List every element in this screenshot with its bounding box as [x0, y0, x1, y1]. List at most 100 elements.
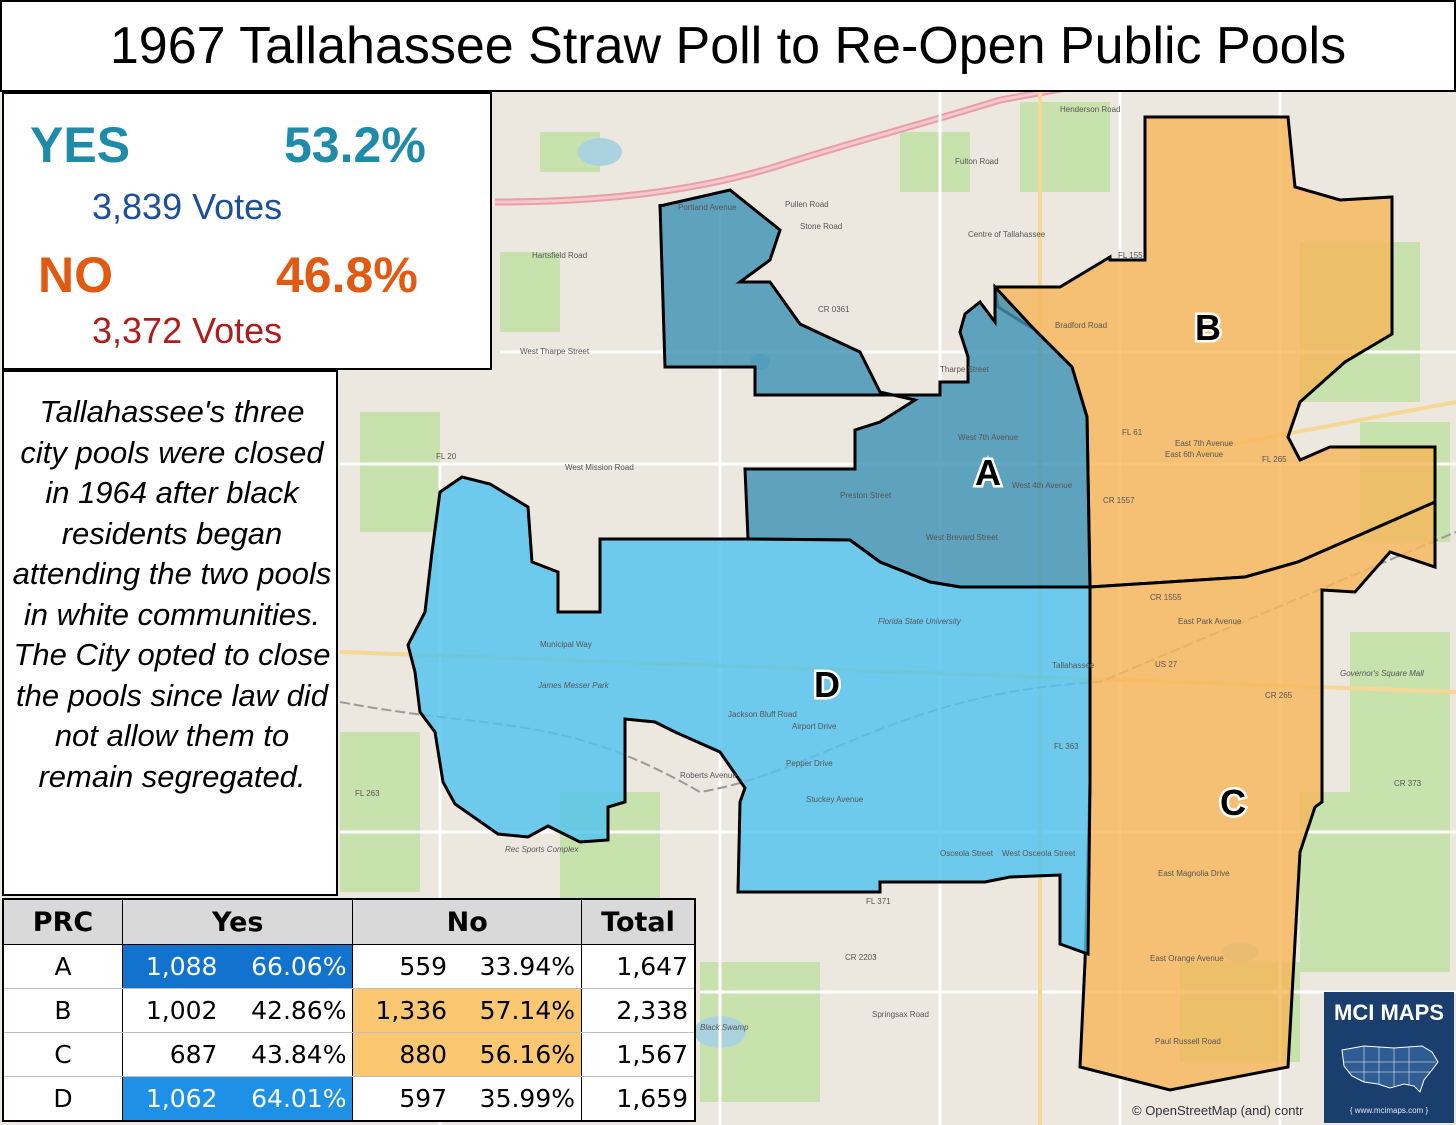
yes-votes-cell: 1,062	[122, 1076, 224, 1122]
title-bar: 1967 Tallahassee Straw Poll to Re-Open P…	[0, 0, 1456, 92]
label-us-27: US 27	[1155, 660, 1178, 669]
label-stone-road: Stone Road	[800, 222, 842, 231]
label-portland-avenue: Portland Avenue	[678, 203, 737, 212]
label-east-park-avenue: East Park Avenue	[1178, 617, 1242, 626]
label-west-osceola-street: West Osceola Street	[1002, 849, 1076, 858]
precinct-d[interactable]	[406, 475, 1092, 957]
label-bradford-road: Bradford Road	[1055, 321, 1107, 330]
label-east-magnolia-drive: East Magnolia Drive	[1158, 869, 1230, 878]
label-fl-20: FL 20	[436, 452, 457, 461]
precinct-a-label: A	[975, 452, 1001, 493]
label-tharpe-street: Tharpe Street	[940, 365, 990, 374]
no-pct-cell: 33.94%	[453, 944, 582, 989]
vote-results-box: YES 53.2% 3,839 Votes NO 46.8% 3,372 Vot…	[2, 92, 492, 370]
label-roberts-avenue: Roberts Avenue	[680, 771, 737, 780]
label-rec-sports-complex: Rec Sports Complex	[505, 845, 579, 854]
table-row: B 1,002 42.86% 1,336 57.14% 2,338	[3, 988, 695, 1033]
header-no: No	[352, 898, 582, 945]
header-prc: PRC	[2, 898, 123, 945]
mci-maps-logo: MCI MAPS { www.mcimaps.com }	[1324, 992, 1454, 1123]
label-municipal-way: Municipal Way	[540, 640, 592, 649]
label-paul-russell-road: Paul Russell Road	[1155, 1037, 1221, 1046]
yes-votes: 3,839 Votes	[92, 186, 283, 227]
label-preston-street: Preston Street	[840, 491, 892, 500]
total-cell: 2,338	[581, 988, 695, 1033]
label-cr-373: CR 373	[1394, 779, 1422, 788]
label-pullen-road: Pullen Road	[785, 200, 829, 209]
label-east-6th-avenue: East 6th Avenue	[1165, 450, 1224, 459]
yes-label: YES	[30, 117, 131, 173]
label-fl-371: FL 371	[866, 897, 891, 906]
yes-votes-cell: 1,088	[122, 944, 224, 989]
no-label: NO	[38, 247, 113, 303]
prc-cell: D	[3, 1076, 123, 1122]
no-pct-cell: 57.14%	[453, 988, 582, 1033]
precinct-b-label: B	[1195, 307, 1221, 348]
label-florida-state-university: Florida State University	[878, 617, 962, 626]
label-west-4th-avenue: West 4th Avenue	[1012, 481, 1073, 490]
yes-pct-cell: 42.86%	[223, 988, 354, 1033]
label-cr-1555: CR 1555	[1150, 593, 1182, 602]
label-cr-0361: CR 0361	[818, 305, 850, 314]
no-pct-cell: 56.16%	[453, 1032, 582, 1077]
label-centre-of-tallahassee: Centre of Tallahassee	[968, 230, 1046, 239]
no-pct-cell: 35.99%	[453, 1076, 582, 1122]
label-cr-2203: CR 2203	[845, 953, 877, 962]
label-black-swamp: Black Swamp	[700, 1023, 749, 1032]
prc-cell: C	[3, 1032, 123, 1077]
label-hartsfield-road: Hartsfield Road	[532, 251, 587, 260]
label-fl-263: FL 263	[355, 789, 380, 798]
label-jackson-bluff-road: Jackson Bluff Road	[728, 710, 797, 719]
label-fl-61: FL 61	[1122, 428, 1143, 437]
map-attribution: © OpenStreetMap (and) contr	[1132, 1103, 1304, 1118]
label-james-messer-park: James Messer Park	[537, 681, 610, 690]
label-osceola-street: Osceola Street	[940, 849, 994, 858]
label-springsax-road: Springsax Road	[872, 1010, 929, 1019]
label-fl-155: FL 155	[1118, 251, 1143, 260]
no-votes-cell: 597	[352, 1076, 454, 1122]
label-pepper-drive: Pepper Drive	[786, 759, 833, 768]
table-row: D 1,062 64.01% 597 35.99% 1,659	[3, 1076, 695, 1122]
yes-pct-cell: 66.06%	[223, 944, 354, 989]
yes-pct-cell: 64.01%	[223, 1076, 354, 1122]
label-fl-265: FL 265	[1262, 455, 1287, 464]
brand-name: MCI MAPS	[1334, 1000, 1444, 1025]
header-total: Total	[581, 898, 696, 945]
brand-url: { www.mcimaps.com }	[1349, 1106, 1429, 1115]
label-henderson-road: Henderson Road	[1060, 105, 1120, 114]
table-header-row: PRC Yes No Total	[2, 898, 696, 945]
label-west-brevard-street: West Brevard Street	[926, 533, 999, 542]
no-percent: 46.8%	[276, 247, 418, 303]
label-fulton-road: Fulton Road	[955, 157, 999, 166]
total-cell: 1,659	[581, 1076, 695, 1122]
precinct-c-label: C	[1220, 782, 1246, 823]
label-west-tharpe-street: West Tharpe Street	[520, 347, 590, 356]
no-votes-cell: 1,336	[352, 988, 454, 1033]
history-note-text: Tallahassee's three city pools were clos…	[12, 394, 332, 794]
label-east-7th-avenue: East 7th Avenue	[1175, 439, 1234, 448]
yes-votes-cell: 687	[122, 1032, 224, 1077]
precinct-c[interactable]	[1078, 499, 1437, 1092]
precinct-d-label: D	[814, 664, 840, 705]
history-note-box: Tallahassee's three city pools were clos…	[2, 370, 338, 896]
usa-map-icon	[1341, 1045, 1439, 1093]
no-votes-cell: 880	[352, 1032, 454, 1077]
yes-percent: 53.2%	[284, 117, 426, 173]
no-votes: 3,372 Votes	[92, 310, 283, 351]
label-west-7th-avenue: West 7th Avenue	[958, 433, 1019, 442]
yes-pct-cell: 43.84%	[223, 1032, 354, 1077]
total-cell: 1,647	[581, 944, 695, 989]
prc-cell: A	[3, 944, 123, 989]
label-stuckey-avenue: Stuckey Avenue	[806, 795, 864, 804]
total-cell: 1,567	[581, 1032, 695, 1077]
label-airport-drive: Airport Drive	[792, 722, 837, 731]
label-governors-square-mall: Governor's Square Mall	[1340, 669, 1424, 678]
table-row: A 1,088 66.06% 559 33.94% 1,647	[3, 944, 695, 989]
map-title: 1967 Tallahassee Straw Poll to Re-Open P…	[109, 17, 1347, 75]
label-east-orange-avenue: East Orange Avenue	[1150, 954, 1224, 963]
header-yes: Yes	[121, 898, 354, 945]
label-west-mission-road: West Mission Road	[565, 463, 634, 472]
label-cr-265: CR 265	[1265, 691, 1293, 700]
prc-cell: B	[3, 988, 123, 1033]
yes-votes-cell: 1,002	[122, 988, 224, 1033]
